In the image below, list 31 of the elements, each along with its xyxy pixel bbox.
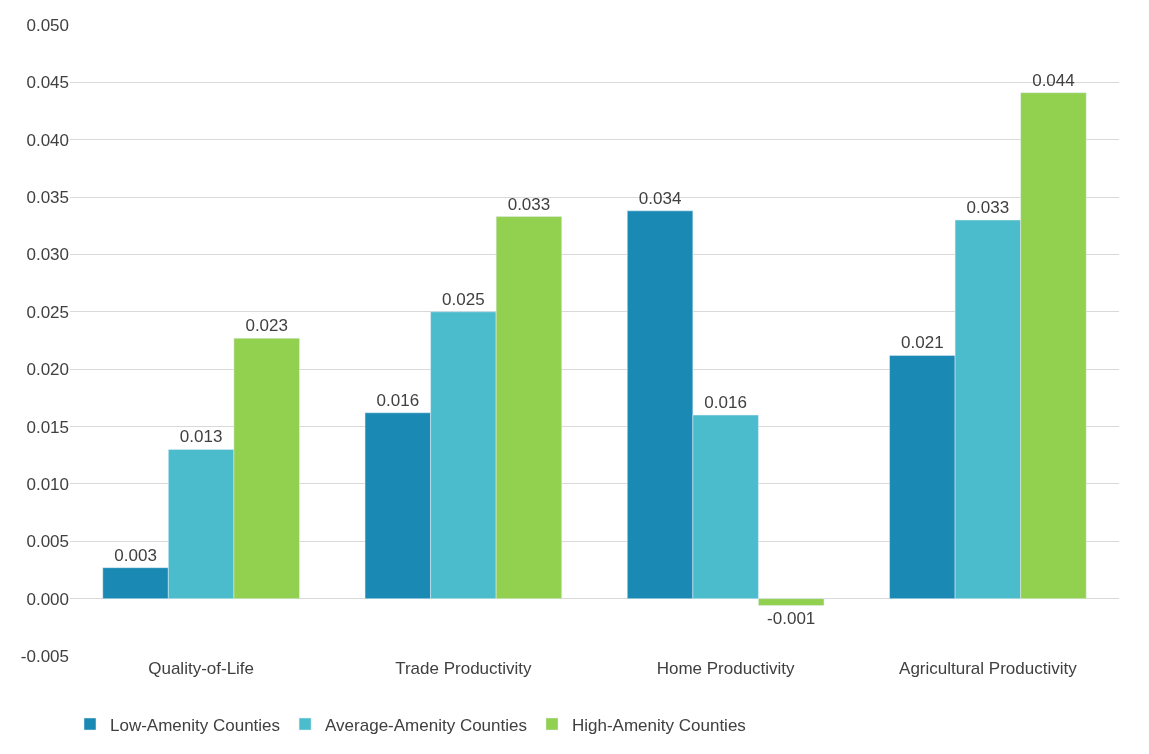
legend-label: High-Amenity Counties xyxy=(571,715,746,735)
legend-label: Low-Amenity Counties xyxy=(110,715,281,735)
data-label: 0.021 xyxy=(901,333,944,353)
y-tick-label: 0.045 xyxy=(26,73,69,93)
data-label: 0.033 xyxy=(507,194,551,214)
y-tick-label: 0.005 xyxy=(26,532,69,552)
y-tick-label: 0.040 xyxy=(26,130,69,150)
y-tick-label: 0.010 xyxy=(26,474,69,494)
y-tick-label: 0.020 xyxy=(26,360,69,380)
data-label: 0.023 xyxy=(245,316,288,336)
y-tick-label: 0.030 xyxy=(26,245,69,265)
x-tick-label: Trade Productivity xyxy=(395,659,533,678)
x-tick-label: Home Productivity xyxy=(656,659,796,678)
data-label: 0.013 xyxy=(179,427,223,447)
data-label: 0.016 xyxy=(376,390,420,410)
y-tick-label: -0.005 xyxy=(20,646,69,666)
data-label: 0.025 xyxy=(442,289,485,309)
y-tick-label: 0.035 xyxy=(26,188,69,208)
data-label: 0.044 xyxy=(1032,70,1075,90)
data-label: -0.001 xyxy=(767,608,816,628)
data-label: 0.034 xyxy=(638,188,682,208)
data-label: 0.003 xyxy=(114,545,157,565)
y-tick-label: 0.025 xyxy=(26,302,69,322)
legend-label: Average-Amenity Counties xyxy=(325,715,527,735)
x-tick-label: Agricultural Productivity xyxy=(899,659,1078,678)
data-label: 0.016 xyxy=(704,393,747,413)
data-label: 0.033 xyxy=(966,198,1010,218)
y-tick-label: 0.050 xyxy=(26,15,69,35)
x-tick-label: Quality-of-Life xyxy=(148,659,255,678)
y-tick-label: 0.000 xyxy=(26,589,69,609)
y-tick-label: 0.015 xyxy=(26,417,69,437)
